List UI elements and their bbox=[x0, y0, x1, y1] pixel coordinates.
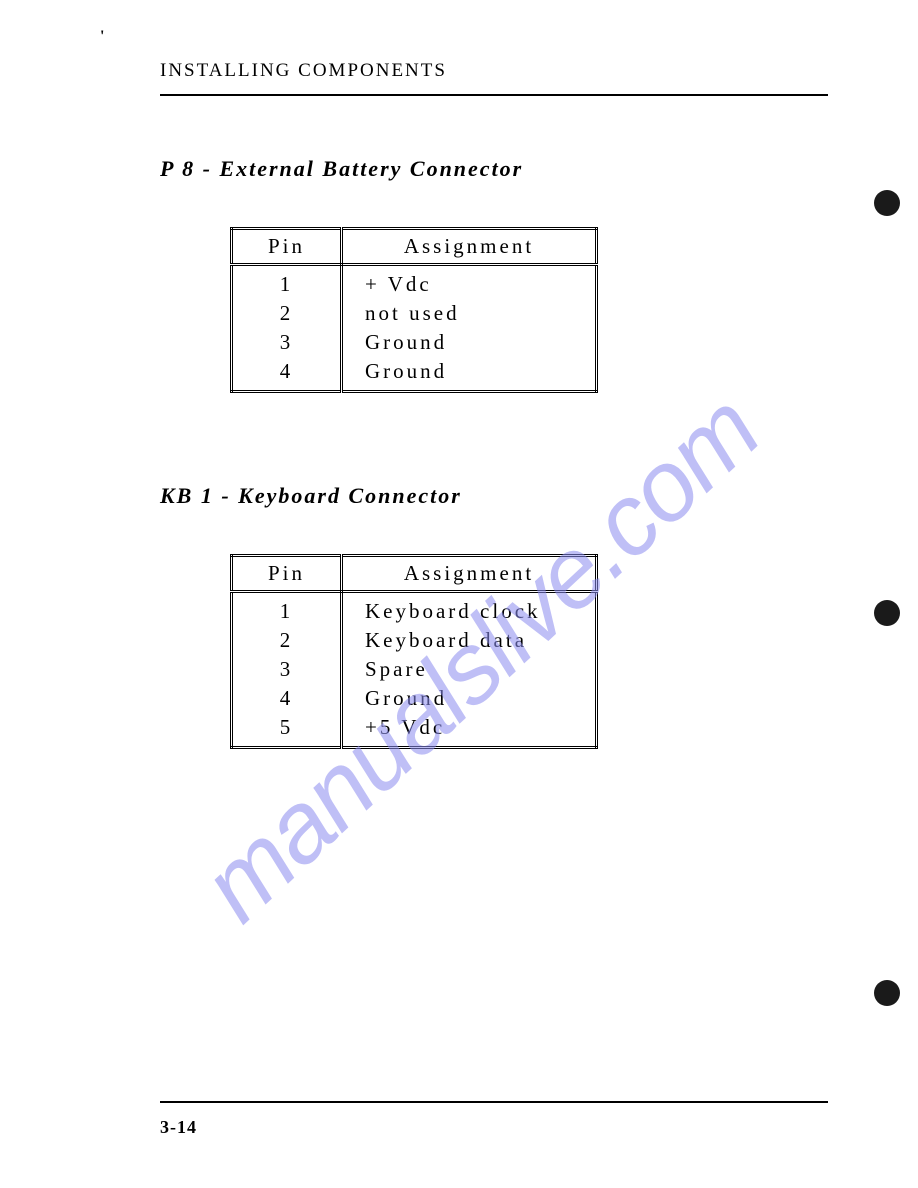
table-header-pin: Pin bbox=[232, 229, 342, 265]
cell-pin: 4 bbox=[232, 357, 342, 392]
binder-hole bbox=[874, 600, 900, 626]
section-p8: P 8 - External Battery Connector Pin Ass… bbox=[160, 156, 828, 393]
cell-assignment: Ground bbox=[342, 684, 597, 713]
cell-pin: 3 bbox=[232, 655, 342, 684]
cell-pin: 3 bbox=[232, 328, 342, 357]
table-row: 3 Ground bbox=[232, 328, 597, 357]
page-header: INSTALLING COMPONENTS bbox=[160, 60, 828, 96]
kb1-pin-table: Pin Assignment 1 Keyboard clock 2 Keyboa… bbox=[230, 554, 598, 749]
page-number: 3-14 bbox=[160, 1117, 828, 1138]
cell-assignment: + Vdc bbox=[342, 265, 597, 300]
section-heading: KB 1 - Keyboard Connector bbox=[160, 483, 828, 509]
cell-pin: 1 bbox=[232, 592, 342, 627]
table-row: 3 Spare bbox=[232, 655, 597, 684]
table-row: 4 Ground bbox=[232, 684, 597, 713]
binder-hole bbox=[874, 190, 900, 216]
cell-assignment: Spare bbox=[342, 655, 597, 684]
table-header-assignment: Assignment bbox=[342, 556, 597, 592]
table-header-pin: Pin bbox=[232, 556, 342, 592]
table-row: 2 Keyboard data bbox=[232, 626, 597, 655]
table-row: 5 +5 Vdc bbox=[232, 713, 597, 748]
cell-assignment: Keyboard clock bbox=[342, 592, 597, 627]
cell-pin: 2 bbox=[232, 299, 342, 328]
table-row: 4 Ground bbox=[232, 357, 597, 392]
cell-assignment: +5 Vdc bbox=[342, 713, 597, 748]
page-footer: 3-14 bbox=[160, 1101, 828, 1138]
table-row: 2 not used bbox=[232, 299, 597, 328]
table-row: 1 + Vdc bbox=[232, 265, 597, 300]
cell-assignment: Keyboard data bbox=[342, 626, 597, 655]
header-divider bbox=[160, 94, 828, 96]
chapter-title: INSTALLING COMPONENTS bbox=[160, 60, 828, 82]
binder-hole bbox=[874, 980, 900, 1006]
cell-pin: 5 bbox=[232, 713, 342, 748]
cell-pin: 1 bbox=[232, 265, 342, 300]
footer-divider bbox=[160, 1101, 828, 1103]
section-kb1: KB 1 - Keyboard Connector Pin Assignment… bbox=[160, 483, 828, 749]
cell-assignment: not used bbox=[342, 299, 597, 328]
p8-pin-table: Pin Assignment 1 + Vdc 2 not used 3 Grou… bbox=[230, 227, 598, 393]
table-header-assignment: Assignment bbox=[342, 229, 597, 265]
cell-pin: 2 bbox=[232, 626, 342, 655]
section-heading: P 8 - External Battery Connector bbox=[160, 156, 828, 182]
cell-assignment: Ground bbox=[342, 357, 597, 392]
table-row: 1 Keyboard clock bbox=[232, 592, 597, 627]
scan-artifact-mark: ' bbox=[100, 28, 104, 46]
cell-assignment: Ground bbox=[342, 328, 597, 357]
cell-pin: 4 bbox=[232, 684, 342, 713]
